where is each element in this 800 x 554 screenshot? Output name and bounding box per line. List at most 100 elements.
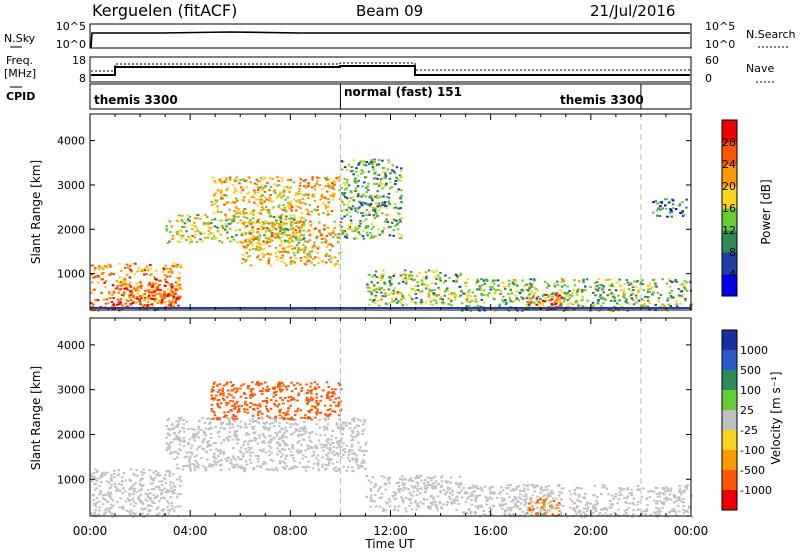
- power-cell: [245, 251, 248, 254]
- power-cell: [238, 228, 241, 231]
- power-cell: [318, 229, 321, 232]
- power-cell: [233, 210, 236, 212]
- velocity-cell: [334, 437, 338, 439]
- velocity-cell: [515, 506, 519, 509]
- velocity-cell: [522, 499, 526, 501]
- power-cell: [159, 289, 162, 292]
- power-cell: [262, 254, 265, 257]
- velocity-cell: [546, 488, 549, 491]
- power-cell: [310, 250, 314, 253]
- velocity-cell: [135, 469, 138, 472]
- velocity-cell: [143, 472, 146, 474]
- velocity-cell: [586, 506, 590, 509]
- power-cell: [146, 298, 149, 301]
- power-cell: [329, 249, 332, 252]
- power-cell: [396, 228, 400, 231]
- power-cell: [125, 298, 128, 301]
- power-colorbar-tick: 12: [722, 224, 736, 237]
- power-cell: [396, 292, 399, 295]
- power-cell: [281, 179, 284, 182]
- power-cell: [260, 258, 263, 261]
- velocity-cell: [100, 472, 104, 475]
- velocity-cell: [179, 430, 182, 432]
- velocity-cell: [539, 508, 543, 511]
- power-colorbar-tick: 24: [722, 158, 736, 171]
- power-cell: [223, 203, 226, 206]
- velocity-cell: [251, 392, 254, 395]
- velocity-cell: [187, 442, 191, 444]
- power-cell: [647, 288, 650, 291]
- velocity-cell: [167, 512, 170, 515]
- power-cell: [375, 176, 378, 179]
- velocity-cell: [271, 422, 274, 425]
- velocity-cell: [449, 476, 453, 479]
- power-cell: [297, 247, 301, 250]
- power-cell: [360, 204, 364, 207]
- power-cell: [149, 267, 153, 270]
- power-cell: [526, 300, 529, 303]
- power-cell: [116, 287, 119, 290]
- power-cell: [287, 251, 290, 254]
- power-cell: [424, 287, 428, 290]
- velocity-cell: [183, 430, 186, 433]
- velocity-cell: [226, 389, 230, 392]
- power-cell: [164, 278, 167, 281]
- power-cell: [243, 196, 246, 199]
- velocity-cell: [203, 434, 207, 437]
- velocity-cell: [524, 501, 528, 504]
- power-cell: [330, 210, 334, 212]
- power-cell: [385, 204, 388, 207]
- power-cell: [534, 288, 538, 290]
- power-cell: [559, 305, 563, 308]
- power-cell: [255, 241, 258, 244]
- power-cell: [171, 303, 175, 306]
- velocity-cell: [276, 453, 279, 456]
- power-cell: [207, 221, 210, 224]
- power-cell: [539, 297, 542, 300]
- power-cell: [596, 289, 600, 292]
- power-cell: [181, 226, 184, 228]
- power-cell: [320, 194, 324, 197]
- velocity-cell: [166, 432, 170, 435]
- power-cell: [169, 302, 172, 305]
- velocity-cell: [290, 433, 293, 436]
- power-cell: [333, 256, 337, 259]
- power-cell: [469, 309, 473, 312]
- power-cell: [290, 225, 293, 227]
- velocity-cell: [140, 471, 143, 473]
- velocity-cell: [166, 491, 169, 494]
- power-cell: [279, 222, 282, 225]
- power-cell: [559, 281, 563, 284]
- power-cell: [166, 281, 170, 284]
- velocity-cell: [393, 508, 396, 511]
- power-cell: [513, 278, 517, 281]
- velocity-cell: [153, 488, 156, 491]
- power-cell: [359, 222, 362, 225]
- x-tick-label: 00:00: [73, 524, 108, 538]
- power-cell: [204, 214, 207, 217]
- power-cell: [123, 283, 126, 286]
- velocity-cell: [261, 390, 264, 393]
- power-cell: [625, 301, 629, 304]
- power-cell: [317, 246, 321, 248]
- velocity-cell: [229, 435, 232, 438]
- velocity-cell: [152, 493, 155, 496]
- power-cell: [104, 286, 107, 289]
- velocity-cell: [104, 509, 107, 511]
- velocity-cell: [449, 497, 452, 500]
- velocity-cell: [278, 388, 282, 391]
- velocity-cell: [240, 404, 243, 407]
- velocity-cell: [592, 505, 596, 508]
- velocity-cell: [504, 502, 508, 505]
- power-cell: [529, 278, 533, 281]
- power-cell: [376, 190, 379, 193]
- velocity-cell: [584, 507, 587, 510]
- velocity-cell: [301, 466, 304, 468]
- velocity-cell: [285, 421, 289, 424]
- velocity-cell: [195, 454, 198, 457]
- power-cell: [366, 185, 370, 188]
- power-cell: [144, 289, 147, 292]
- velocity-cell: [266, 385, 269, 388]
- power-cell: [121, 281, 124, 284]
- power-cell: [675, 303, 678, 306]
